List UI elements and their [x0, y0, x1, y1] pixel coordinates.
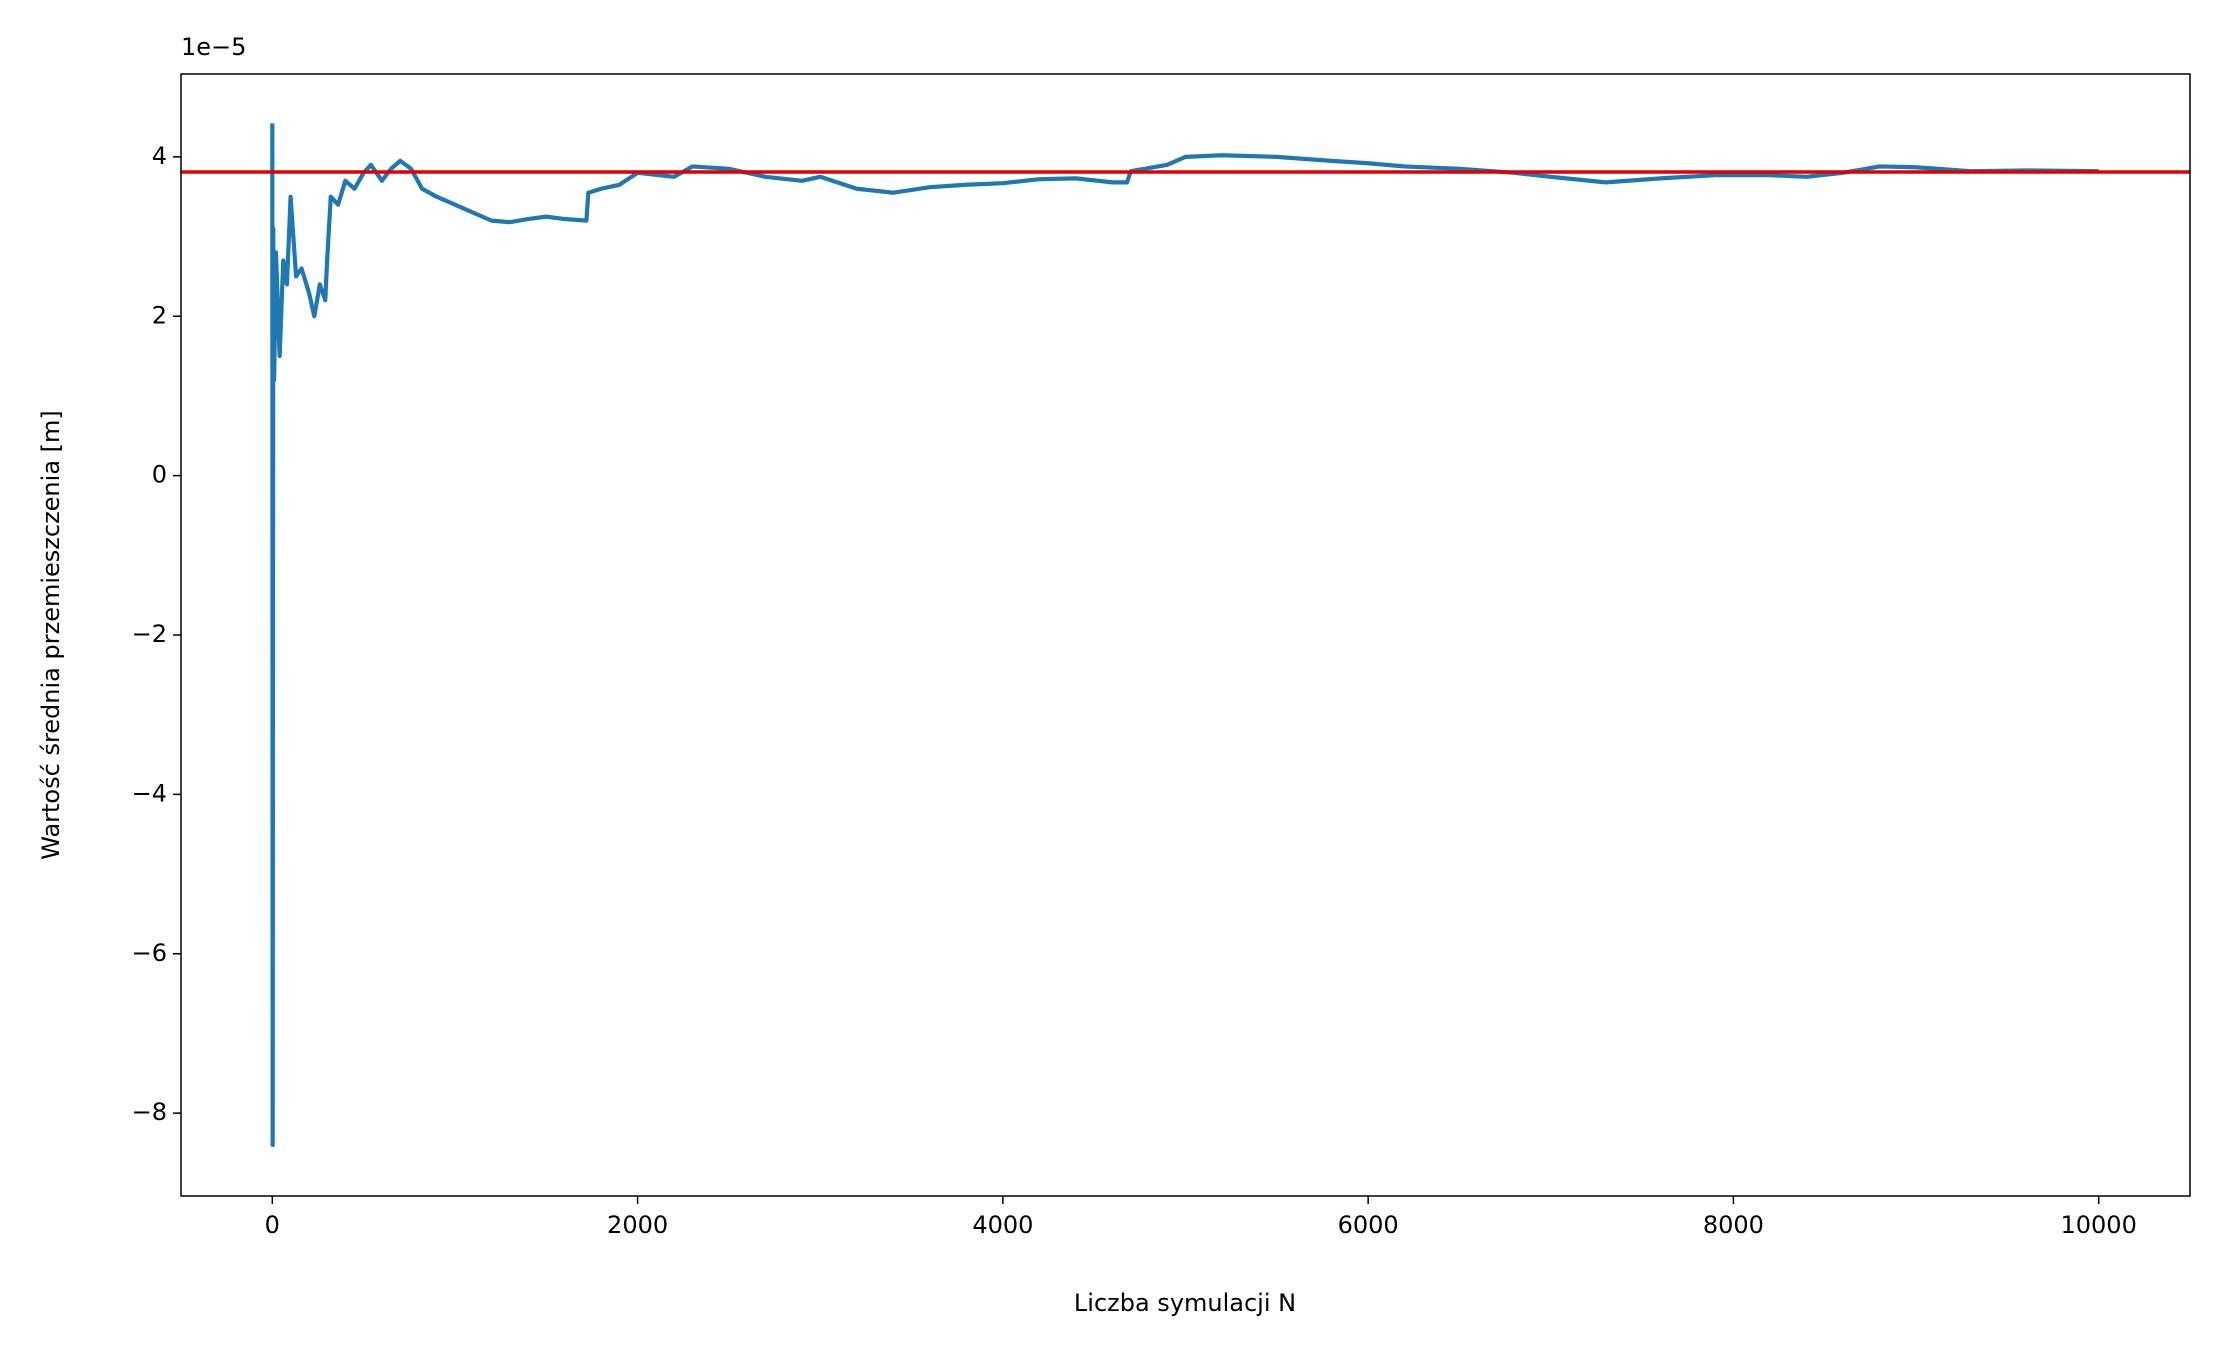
x-tick-label: 8000	[1703, 1211, 1764, 1239]
x-axis-label: Liczba symulacji N	[1074, 1289, 1296, 1317]
y-tick-label: −4	[132, 779, 167, 807]
x-tick-label: 0	[265, 1211, 280, 1239]
plot-frame	[180, 73, 2191, 1197]
y-tick-label: 2	[152, 301, 167, 329]
y-tick-label: −6	[132, 939, 167, 967]
y-tick-label: −2	[132, 620, 167, 648]
y-tick-label: −8	[132, 1098, 167, 1126]
x-tick-label: 4000	[972, 1211, 1033, 1239]
x-tick-label: 10000	[2061, 1211, 2137, 1239]
y-tick-label: 0	[152, 461, 167, 489]
offset-label: 1e−5	[181, 33, 246, 61]
y-axis-label: Wartość średnia przemieszczenia [m]	[37, 410, 65, 860]
y-tick-label: 4	[152, 142, 167, 170]
x-tick-label: 2000	[607, 1211, 668, 1239]
data-line	[270, 123, 2099, 1148]
x-tick-label: 6000	[1338, 1211, 1399, 1239]
